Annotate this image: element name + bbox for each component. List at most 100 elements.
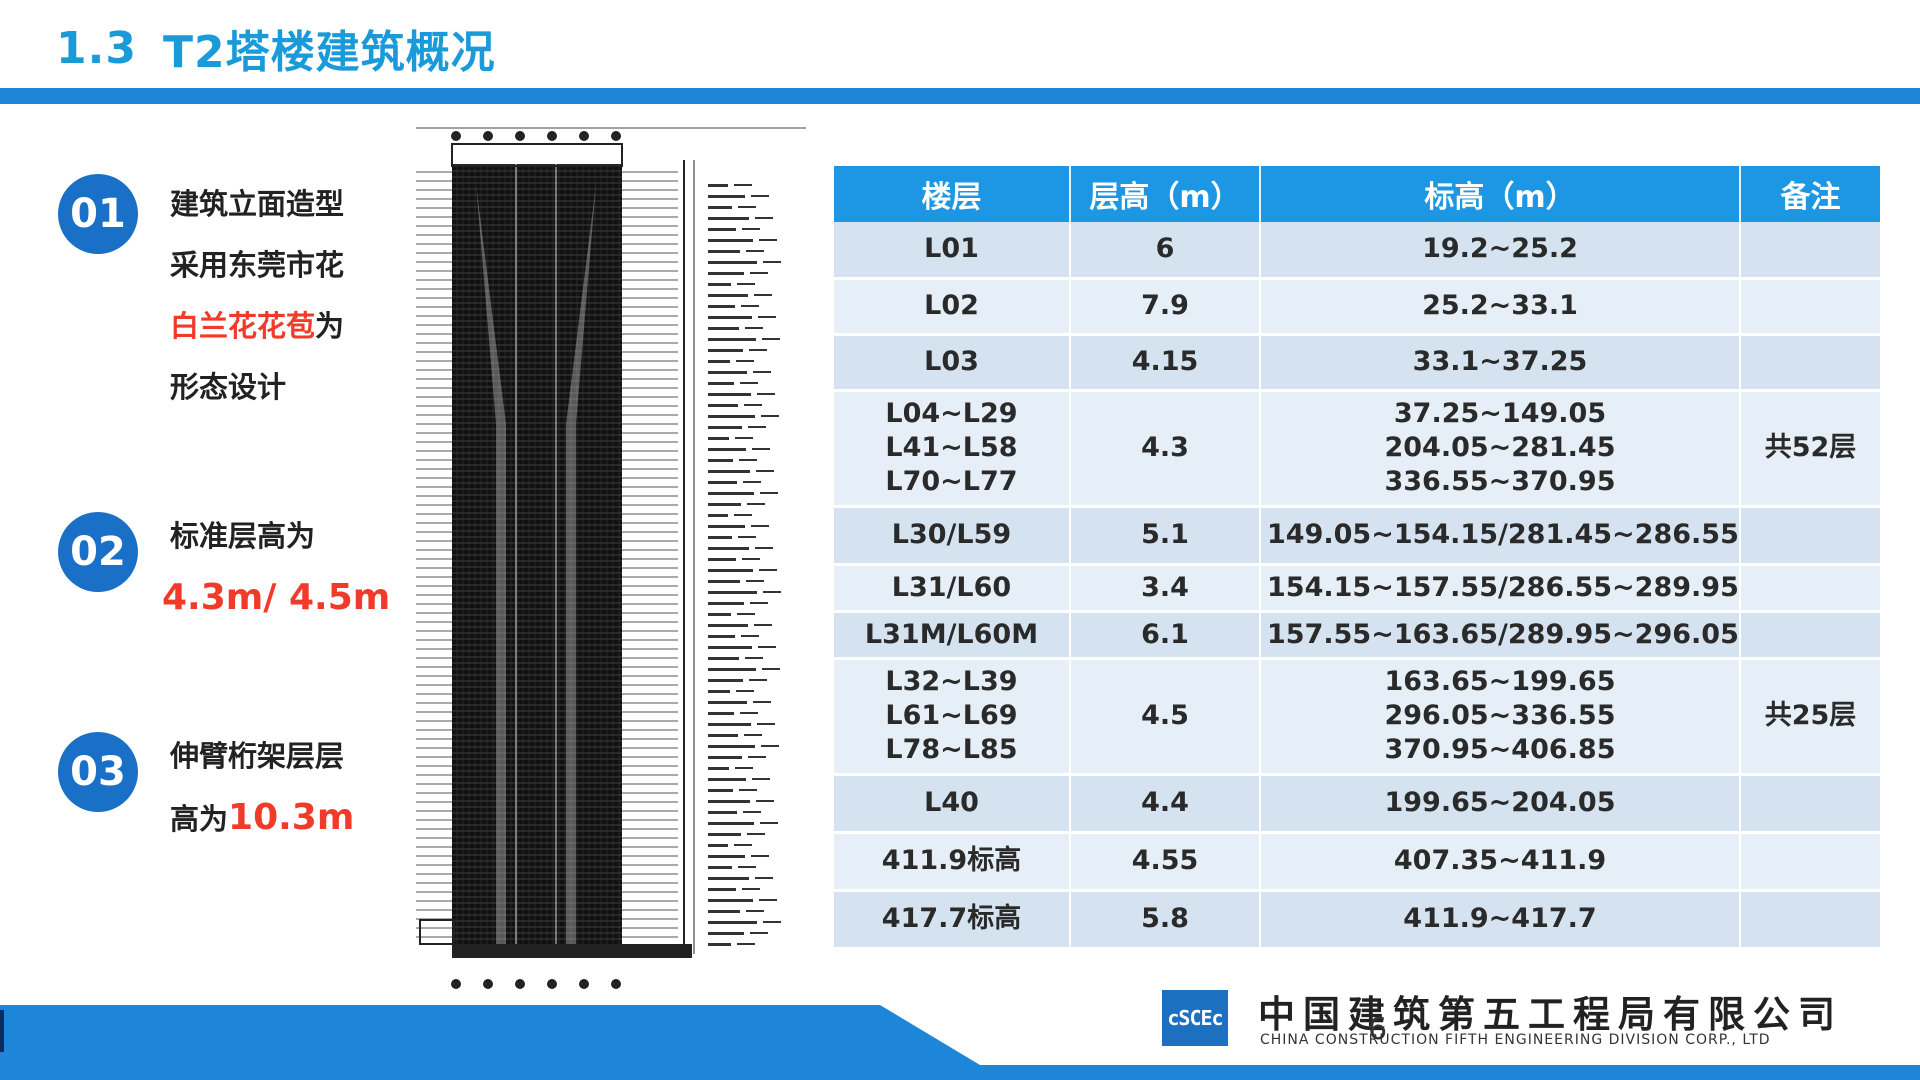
cell-floor-height: 4.3 [1070,390,1261,508]
text-span: 伸臂桁架层层 [170,739,345,773]
company-logo: cSCEc [1162,990,1228,1046]
cell-line: 296.05~336.55 [1384,700,1616,731]
highlight-span: 白兰花花苞 [170,309,316,343]
table-row: L03 4.15 33.1~37.25 [834,334,1880,392]
cell-elevation: 407.35~411.9 [1260,832,1741,892]
cell-line: 370.95~406.85 [1384,734,1616,765]
cell-line: 25.2~33.1 [1422,290,1578,321]
cell-line: L30/L59 [891,519,1012,550]
cell-note [1740,564,1880,613]
point-line: 采用东莞市花 [170,235,410,296]
cell-line: 417.7标高 [881,903,1022,934]
tower-elevation-drawing [416,127,806,989]
cell-line: L70~L77 [885,466,1018,497]
cell-line: L41~L58 [885,432,1018,463]
cell-elevation: 411.9~417.7 [1260,890,1741,950]
cell-line: 411.9标高 [881,845,1022,876]
table-row: L31M/L60M 6.1 157.55~163.65/289.95~296.05 [834,611,1880,660]
cell-line: 157.55~163.65/289.95~296.05 [1267,618,1739,650]
cell-line: L04~L29 [885,398,1018,429]
cell-floor: L03 [834,334,1071,392]
cell-line: L31/L60 [891,571,1012,603]
cell-note: 共52层 [1740,390,1880,508]
cell-floor: L32~L39 L61~L69 L78~L85 [834,658,1071,776]
table-row: L32~L39 L61~L69 L78~L85 4.5 163.65~199.65 296… [834,658,1880,776]
cell-elevation: 25.2~33.1 [1260,278,1741,336]
cell-line: L02 [924,290,979,321]
cell-line: 204.05~281.45 [1384,432,1616,463]
cell-line: L61~L69 [885,700,1018,731]
header-floor-height: 层高（m） [1070,166,1261,222]
cell-elevation: 163.65~199.65 296.05~336.55 370.95~406.85 [1260,658,1741,776]
point-text: 伸臂桁架层层 高为10.3m [170,726,410,850]
cell-line: L32~L39 [885,666,1018,697]
cell-note [1740,611,1880,660]
cell-note [1740,506,1880,566]
table-row: L40 4.4 199.65~204.05 [834,774,1880,834]
title-divider-bar [0,88,1920,104]
cell-floor: L01 [834,222,1071,280]
table-row: 417.7标高 5.8 411.9~417.7 [834,890,1880,950]
cell-line: 33.1~37.25 [1412,346,1588,377]
cell-line: L01 [924,233,979,265]
cell-floor-height: 4.4 [1070,774,1261,834]
point-line: 标准层高为 [170,506,410,567]
cell-floor: L02 [834,278,1071,336]
cell-floor: L31M/L60M [834,611,1071,660]
point-line: 伸臂桁架层层 [170,726,410,787]
cell-line: L40 [924,787,979,818]
table-header-row: 楼层 层高（m） 标高（m） 备注 [834,166,1880,222]
point-badge: 03 [58,732,138,812]
point-badge: 01 [58,174,138,254]
cell-floor: L04~L29 L41~L58 L70~L77 [834,390,1071,508]
table-row: L02 7.9 25.2~33.1 [834,278,1880,336]
highlight-span: 4.3m/ 4.5m [162,577,391,618]
cell-note [1740,222,1880,280]
cell-line: 149.05~154.15/281.45~286.55 [1267,519,1739,550]
cell-note [1740,334,1880,392]
cell-elevation: 157.55~163.65/289.95~296.05 [1260,611,1741,660]
section-title: T2塔楼建筑概况 [162,27,496,78]
cell-floor-height: 6 [1070,222,1261,280]
text-span: 形态设计 [170,370,287,404]
footer-accent [0,1010,4,1052]
table-row: L30/L59 5.1 149.05~154.15/281.45~286.55 [834,506,1880,566]
text-span: 高为 [170,802,229,836]
cell-floor-height: 4.15 [1070,334,1261,392]
point-line: 形态设计 [170,357,410,418]
cell-floor: L31/L60 [834,564,1071,613]
cell-line: 154.15~157.55/286.55~289.95 [1267,571,1739,603]
text-span: 采用东莞市花 [170,248,345,282]
cell-line: 163.65~199.65 [1384,666,1616,697]
cell-note: 共25层 [1740,658,1880,776]
table-row: L31/L60 3.4 154.15~157.55/286.55~289.95 [834,564,1880,613]
cell-line: L31M/L60M [864,618,1039,650]
slide-title: 1.3 T2塔楼建筑概况 [56,18,496,79]
section-number: 1.3 [56,22,137,74]
cell-line: 336.55~370.95 [1384,466,1616,497]
point-line: 高为10.3m [170,787,410,850]
point-line: 4.3m/ 4.5m [162,567,410,630]
text-span: 标准层高为 [170,519,316,553]
company-name-cn: 中国建筑第五工程局有限公司 [1258,992,1843,1036]
floor-height-table: 楼层 层高（m） 标高（m） 备注 L01 6 19.2~25.2 L02 7.9 25.… [834,166,1880,950]
header-elevation: 标高（m） [1260,166,1741,222]
table-row: L04~L29 L41~L58 L70~L77 4.3 37.25~149.05 204.… [834,390,1880,508]
page-number: 6 [1368,1012,1388,1047]
cell-floor-height: 4.5 [1070,658,1261,776]
point-text: 标准层高为 4.3m/ 4.5m [162,506,410,630]
cell-line: L03 [924,346,979,377]
cell-note [1740,774,1880,834]
cell-elevation: 199.65~204.05 [1260,774,1741,834]
cell-floor-height: 7.9 [1070,278,1261,336]
header-floor: 楼层 [834,166,1071,222]
cell-elevation: 33.1~37.25 [1260,334,1741,392]
cell-floor-height: 5.8 [1070,890,1261,950]
point-text: 建筑立面造型 采用东莞市花 白兰花花苞为 形态设计 [170,174,410,418]
cell-elevation: 19.2~25.2 [1260,222,1741,280]
cell-floor: 411.9标高 [834,832,1071,892]
cell-note [1740,278,1880,336]
cell-line: 407.35~411.9 [1393,845,1607,876]
cell-floor: L30/L59 [834,506,1071,566]
cell-elevation: 149.05~154.15/281.45~286.55 [1260,506,1741,566]
